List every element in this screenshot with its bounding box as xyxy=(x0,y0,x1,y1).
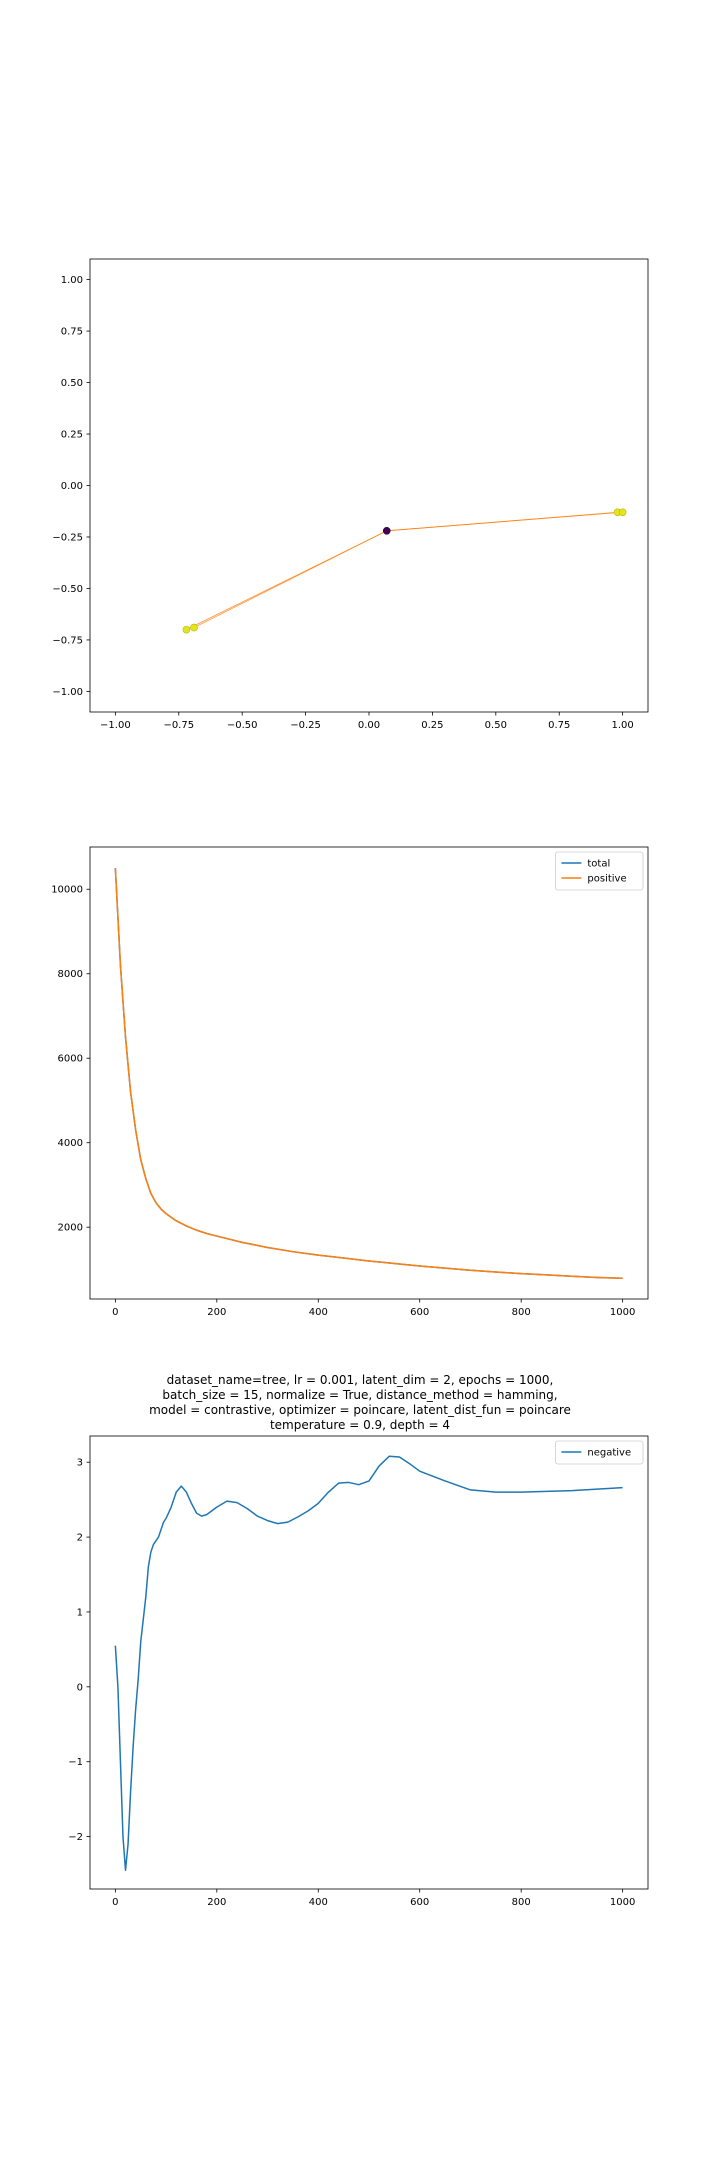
negative-x-tick-label: 1000 xyxy=(610,1897,635,1908)
loss-legend-label-positive: positive xyxy=(587,874,626,885)
scatter-y-tick-label: 0.50 xyxy=(61,378,83,389)
scatter-x-tick-label: 0.75 xyxy=(548,720,570,731)
scatter-x-tick-label: 0.00 xyxy=(358,720,380,731)
scatter-y-tick-label: −0.50 xyxy=(52,584,83,595)
scatter-point xyxy=(618,508,627,517)
negative-series-line-negative xyxy=(114,1455,623,1872)
loss-x-tick-label: 800 xyxy=(512,1307,531,1318)
scatter-y-tick-label: −0.25 xyxy=(52,532,83,543)
negative-legend-label-negative: negative xyxy=(587,1448,631,1459)
scatter-point xyxy=(182,625,191,634)
scatter-y-tick-label: −0.75 xyxy=(52,635,83,646)
scatter-point xyxy=(382,526,391,535)
title-line-2: batch_size = 15, normalize = True, dista… xyxy=(162,1388,557,1402)
negative-y-tick-label: −1 xyxy=(68,1757,83,1768)
title-line-1: dataset_name=tree, lr = 0.001, latent_di… xyxy=(167,1373,554,1387)
scatter-x-tick-label: 0.25 xyxy=(421,720,443,731)
scatter-x-tick-label: −0.75 xyxy=(163,720,194,731)
negative-y-tick-label: 2 xyxy=(77,1533,83,1544)
embedding-scatter-chart: −1.00 −0.75 −0.50 −0.25 0.00 0.25 0.50 0.75 1.00… xyxy=(52,258,649,731)
scatter-x-tick-label: −0.25 xyxy=(290,720,321,731)
loss-x-tick-label: 200 xyxy=(207,1307,226,1318)
negative-y-tick-label: 0 xyxy=(77,1682,83,1693)
loss-y-tick-label: 4000 xyxy=(58,1138,83,1149)
loss-legend-label-total: total xyxy=(587,859,610,870)
chart-title: dataset_name=tree, lr = 0.001, latent_di… xyxy=(149,1373,571,1432)
loss-x-tick-label: 400 xyxy=(309,1307,328,1318)
negative-y-tick-label: 3 xyxy=(77,1458,83,1469)
scatter-x-tick-label: −1.00 xyxy=(100,720,131,731)
loss-y-tick-label: 8000 xyxy=(58,969,83,980)
negative-y-tick-label: −2 xyxy=(68,1832,83,1843)
negative-legend-box xyxy=(555,1440,644,1465)
negative-y-tick-label: 1 xyxy=(77,1607,83,1618)
loss-line-chart: 0 200 400 600 800 1000 10000 8000 6000 4000 2000 to… xyxy=(51,846,649,1318)
loss-x-tick-label: 1000 xyxy=(610,1307,635,1318)
scatter-y-tick-label: 0.25 xyxy=(61,430,83,441)
scatter-y-tick-label: 0.00 xyxy=(61,481,83,492)
loss-plot-frame xyxy=(89,846,649,1300)
loss-legend-box xyxy=(555,851,644,891)
loss-y-tick-label: 6000 xyxy=(58,1054,83,1065)
negative-x-tick-label: 0 xyxy=(112,1897,118,1908)
scatter-x-tick-label: 0.50 xyxy=(485,720,507,731)
loss-series-line-positive xyxy=(114,868,623,1280)
negative-loss-line-chart: dataset_name=tree, lr = 0.001, latent_di… xyxy=(68,1373,649,1908)
scatter-edge xyxy=(386,511,623,532)
negative-x-tick-label: 800 xyxy=(512,1897,531,1908)
scatter-point xyxy=(190,623,198,632)
scatter-y-tick-label: −1.00 xyxy=(52,687,83,698)
title-line-4: temperature = 0.9, depth = 4 xyxy=(270,1418,450,1432)
scatter-x-tick-label: 1.00 xyxy=(612,720,634,731)
loss-y-tick-label: 10000 xyxy=(51,885,83,896)
loss-y-tick-label: 2000 xyxy=(58,1223,83,1234)
negative-x-tick-label: 400 xyxy=(309,1897,328,1908)
loss-x-tick-label: 600 xyxy=(410,1307,429,1318)
loss-x-tick-label: 0 xyxy=(112,1307,118,1318)
negative-x-tick-label: 200 xyxy=(207,1897,226,1908)
scatter-y-tick-label: 1.00 xyxy=(61,275,83,286)
title-line-3: model = contrastive, optimizer = poincar… xyxy=(149,1403,571,1417)
scatter-edge xyxy=(193,530,387,628)
scatter-y-tick-label: 0.75 xyxy=(61,327,83,338)
negative-x-tick-label: 600 xyxy=(410,1897,429,1908)
negative-plot-frame xyxy=(89,1435,649,1890)
scatter-x-tick-label: −0.50 xyxy=(227,720,258,731)
